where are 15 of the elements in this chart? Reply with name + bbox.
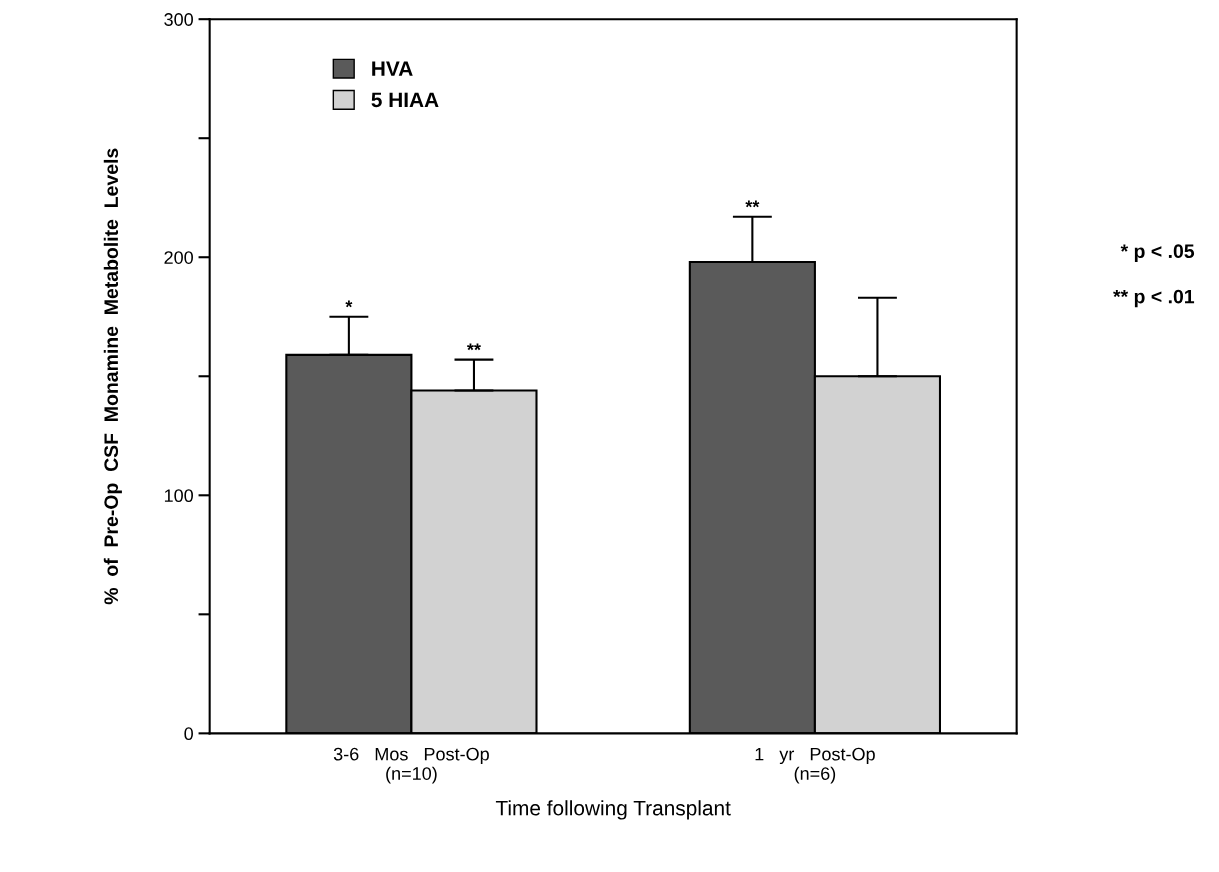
text: ** p < .01 (1113, 289, 1195, 308)
text: * p < .05 (1120, 244, 1195, 262)
x-axis-title: Time following Transplant (495, 800, 731, 820)
data-label: * (345, 300, 353, 308)
y-tick-label: 0 (184, 727, 193, 741)
data-label: ** (745, 200, 760, 208)
legend-label: HVA (372, 61, 413, 76)
legend-label: 5 HIAA (371, 92, 439, 108)
y-tick-label: 200 (164, 251, 193, 264)
y-tick-label: 300 (164, 13, 193, 26)
x-tick-label: 3-6 Mos Post-Op (n=10) (333, 747, 489, 784)
y-tick-label: 100 (164, 489, 193, 503)
data-label: ** (466, 343, 481, 351)
y-axis-title: % of Pre-Op CSF Monamine Metabolite Levels (103, 148, 122, 605)
x-tick-label: 1 yr Post-Op (n=6) (755, 747, 875, 784)
